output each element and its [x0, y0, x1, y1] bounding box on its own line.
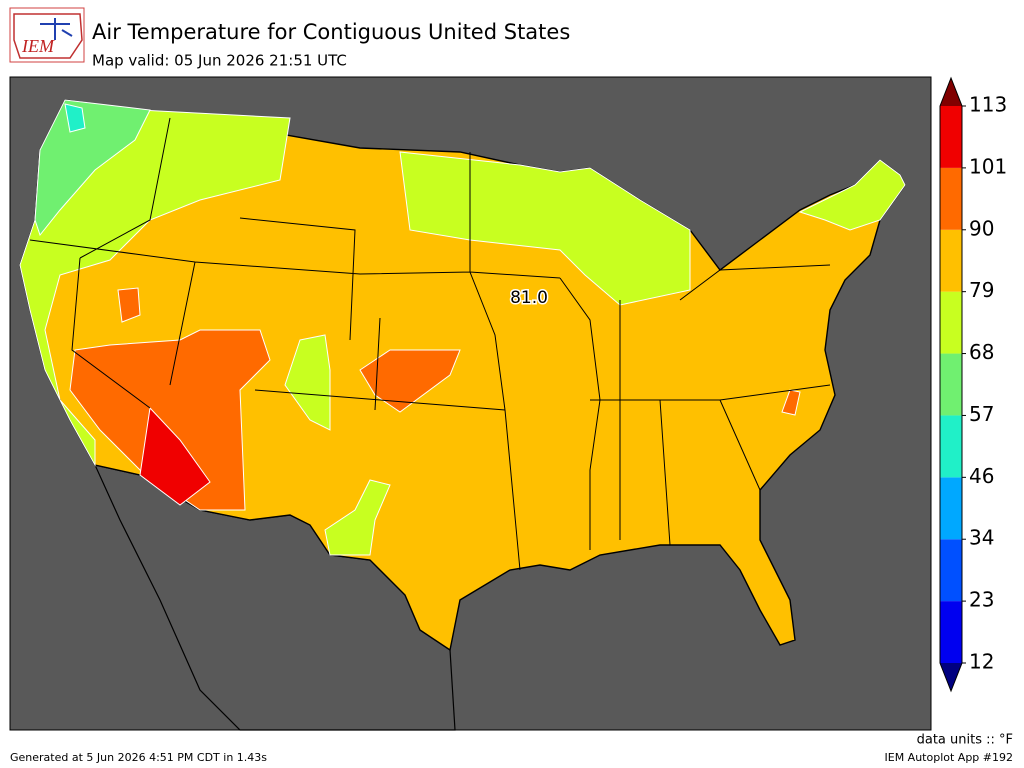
colorbar-segment	[940, 106, 962, 168]
colorbar-tick-label: 46	[969, 464, 994, 488]
logo-outline	[13, 13, 83, 59]
colorbar-tick-label: 113	[969, 93, 1007, 117]
colorbar-segment	[940, 353, 962, 416]
contour-68-79	[19, 109, 291, 467]
contour-101-113	[139, 406, 211, 506]
contour-68-79	[284, 334, 331, 431]
colorbar-tick-label: 23	[969, 588, 994, 612]
colorbar-tick-label: 57	[969, 402, 994, 426]
colorbar-tick-label: 12	[969, 650, 994, 674]
contour-90-101	[781, 389, 801, 416]
temperature-contours	[19, 99, 906, 556]
title: Air Temperature for Contiguous United St…	[92, 20, 570, 44]
contour-68-79	[798, 159, 906, 231]
contour-46-57	[64, 103, 86, 133]
contour-90-101	[117, 287, 141, 323]
colorbar-tick-label: 79	[969, 278, 994, 302]
colorbar-under	[940, 663, 962, 691]
contour-68-79	[324, 479, 391, 556]
state-borders	[29, 117, 831, 571]
colorbar-segment	[940, 601, 962, 663]
colorbar-tick-label: 34	[969, 526, 994, 550]
generated-note: Generated at 5 Jun 2026 4:51 PM CDT in 1…	[10, 751, 267, 764]
app-label: IEM Autoplot App #192	[885, 751, 1014, 764]
contour-90-101	[69, 329, 271, 511]
colorbar-segment	[940, 415, 962, 478]
colorbar-segment	[940, 291, 962, 354]
map: 81.0	[9, 76, 932, 731]
colorbar-tick-label: 101	[969, 154, 1007, 178]
subtitle: Map valid: 05 Jun 2026 21:51 UTC	[92, 52, 347, 70]
colorbar-segment	[940, 229, 962, 292]
colorbar-segment	[940, 539, 962, 602]
colorbar-segment	[940, 167, 962, 230]
contour-57-68	[34, 99, 151, 237]
colorbar: 12 23 34 46 57 68 79 90 101 113	[939, 76, 1007, 693]
colorbar-over	[940, 78, 962, 106]
colorbar-tick-label: 90	[969, 216, 994, 240]
contour-90-101	[359, 349, 461, 413]
colorbar-segment	[940, 477, 962, 540]
map-value-label: 81.0	[510, 288, 548, 308]
colorbar-tick-label: 68	[969, 340, 994, 364]
logo-icon	[40, 18, 73, 40]
logo: IEM	[9, 7, 85, 63]
units-label: data units :: °F	[917, 733, 1013, 748]
logo-text: IEM	[21, 36, 55, 56]
